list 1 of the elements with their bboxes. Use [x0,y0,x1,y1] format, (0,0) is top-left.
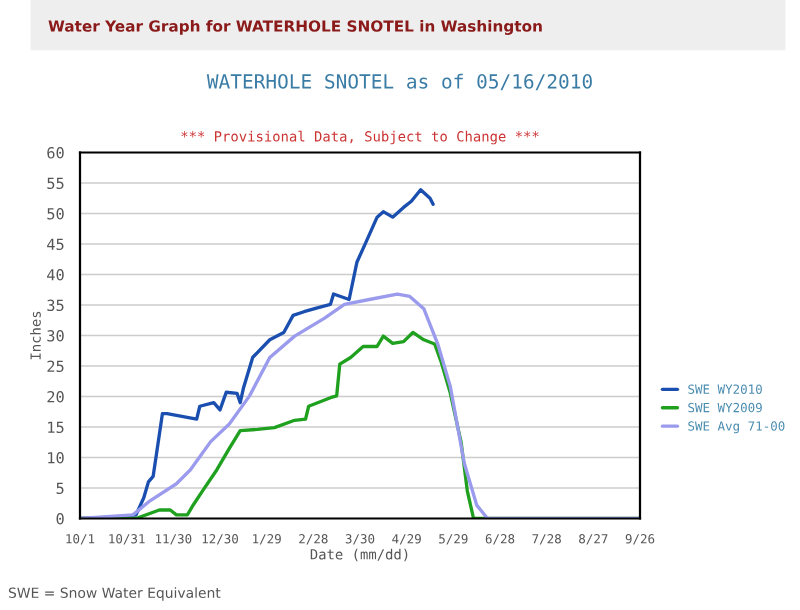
chart-title: WATERHOLE SNOTEL as of 05/16/2010 [206,73,592,91]
